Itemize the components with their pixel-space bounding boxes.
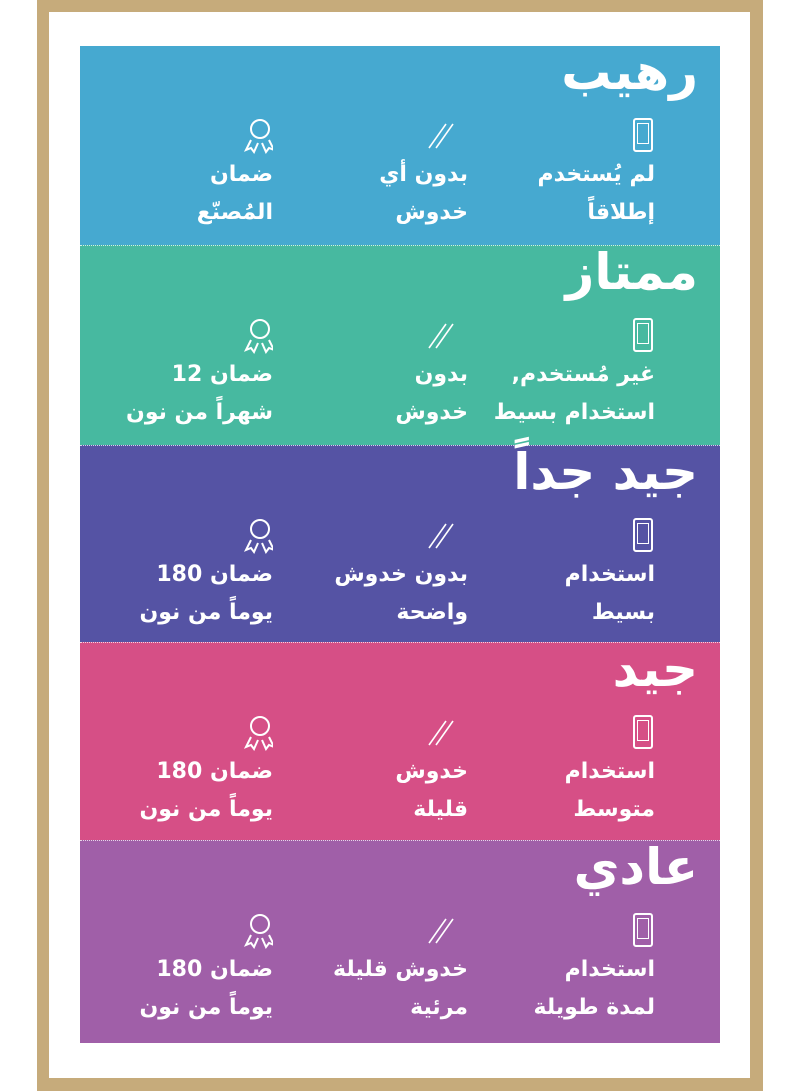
usage-text: استخدام متوسط	[564, 759, 655, 822]
medal-icon	[83, 713, 273, 753]
scratches-column: بدون أي خدوش	[278, 116, 468, 232]
scratch-icon	[278, 911, 468, 951]
grade-panel: رهيب لم يُستخدم إطلاقاً بدون أي خدوش ضما…	[80, 43, 720, 1043]
usage-column: لم يُستخدم إطلاقاً	[465, 116, 655, 232]
medal-icon	[83, 911, 273, 951]
scratches-column: بدون خدوش واضحة	[278, 516, 468, 632]
grade-title: جيد جداً	[513, 443, 698, 501]
scratches-column: خدوش قليلة	[278, 713, 468, 829]
warranty-column: ضمان 180 يوماً من نون	[83, 911, 273, 1027]
usage-column: استخدام متوسط	[465, 713, 655, 829]
scratches-column: خدوش قليلة مرئية	[278, 911, 468, 1027]
grade-title: رهيب	[561, 43, 698, 101]
scratch-icon	[278, 116, 468, 156]
grade-section: ممتاز غير مُستخدم, استخدام بسيط بدون خدو…	[80, 243, 720, 446]
scratch-icon	[278, 516, 468, 556]
usage-column: غير مُستخدم, استخدام بسيط	[465, 316, 655, 432]
phone-icon	[465, 911, 655, 951]
phone-icon	[465, 116, 655, 156]
grade-section: جيد استخدام متوسط خدوش قليلة ضمان 180 يو…	[80, 640, 720, 841]
warranty-column: ضمان 180 يوماً من نون	[83, 713, 273, 829]
medal-icon	[83, 316, 273, 356]
scratches-text: خدوش قليلة مرئية	[333, 957, 468, 1020]
phone-icon	[465, 713, 655, 753]
medal-icon	[83, 116, 273, 156]
warranty-text: ضمان 180 يوماً من نون	[139, 759, 273, 822]
scratches-text: بدون خدوش واضحة	[334, 562, 468, 625]
phone-icon	[465, 516, 655, 556]
medal-icon	[83, 516, 273, 556]
scratches-text: خدوش قليلة	[395, 759, 468, 822]
scratch-icon	[278, 316, 468, 356]
warranty-text: ضمان 180 يوماً من نون	[139, 562, 273, 625]
usage-column: استخدام لمدة طويلة	[465, 911, 655, 1027]
warranty-text: ضمان المُصنّع	[196, 162, 273, 225]
grade-section: عادي استخدام لمدة طويلة خدوش قليلة مرئية…	[80, 838, 720, 1043]
grade-section: جيد جداً استخدام بسيط بدون خدوش واضحة ضم…	[80, 443, 720, 643]
grade-section: رهيب لم يُستخدم إطلاقاً بدون أي خدوش ضما…	[80, 43, 720, 245]
usage-text: استخدام لمدة طويلة	[533, 957, 655, 1020]
usage-text: استخدام بسيط	[564, 562, 655, 625]
phone-icon	[465, 316, 655, 356]
grade-title: عادي	[573, 838, 698, 896]
warranty-column: ضمان 180 يوماً من نون	[83, 516, 273, 632]
scratches-text: بدون خدوش	[395, 362, 468, 425]
grade-title: ممتاز	[565, 243, 698, 301]
scratch-icon	[278, 713, 468, 753]
usage-text: لم يُستخدم إطلاقاً	[537, 162, 656, 225]
scratches-column: بدون خدوش	[278, 316, 468, 432]
usage-column: استخدام بسيط	[465, 516, 655, 632]
warranty-column: ضمان المُصنّع	[83, 116, 273, 232]
usage-text: غير مُستخدم, استخدام بسيط	[493, 362, 655, 425]
scratches-text: بدون أي خدوش	[379, 162, 468, 225]
warranty-text: ضمان 12 شهراً من نون	[126, 362, 273, 425]
grade-title: جيد	[612, 640, 698, 698]
warranty-column: ضمان 12 شهراً من نون	[83, 316, 273, 432]
warranty-text: ضمان 180 يوماً من نون	[139, 957, 273, 1020]
